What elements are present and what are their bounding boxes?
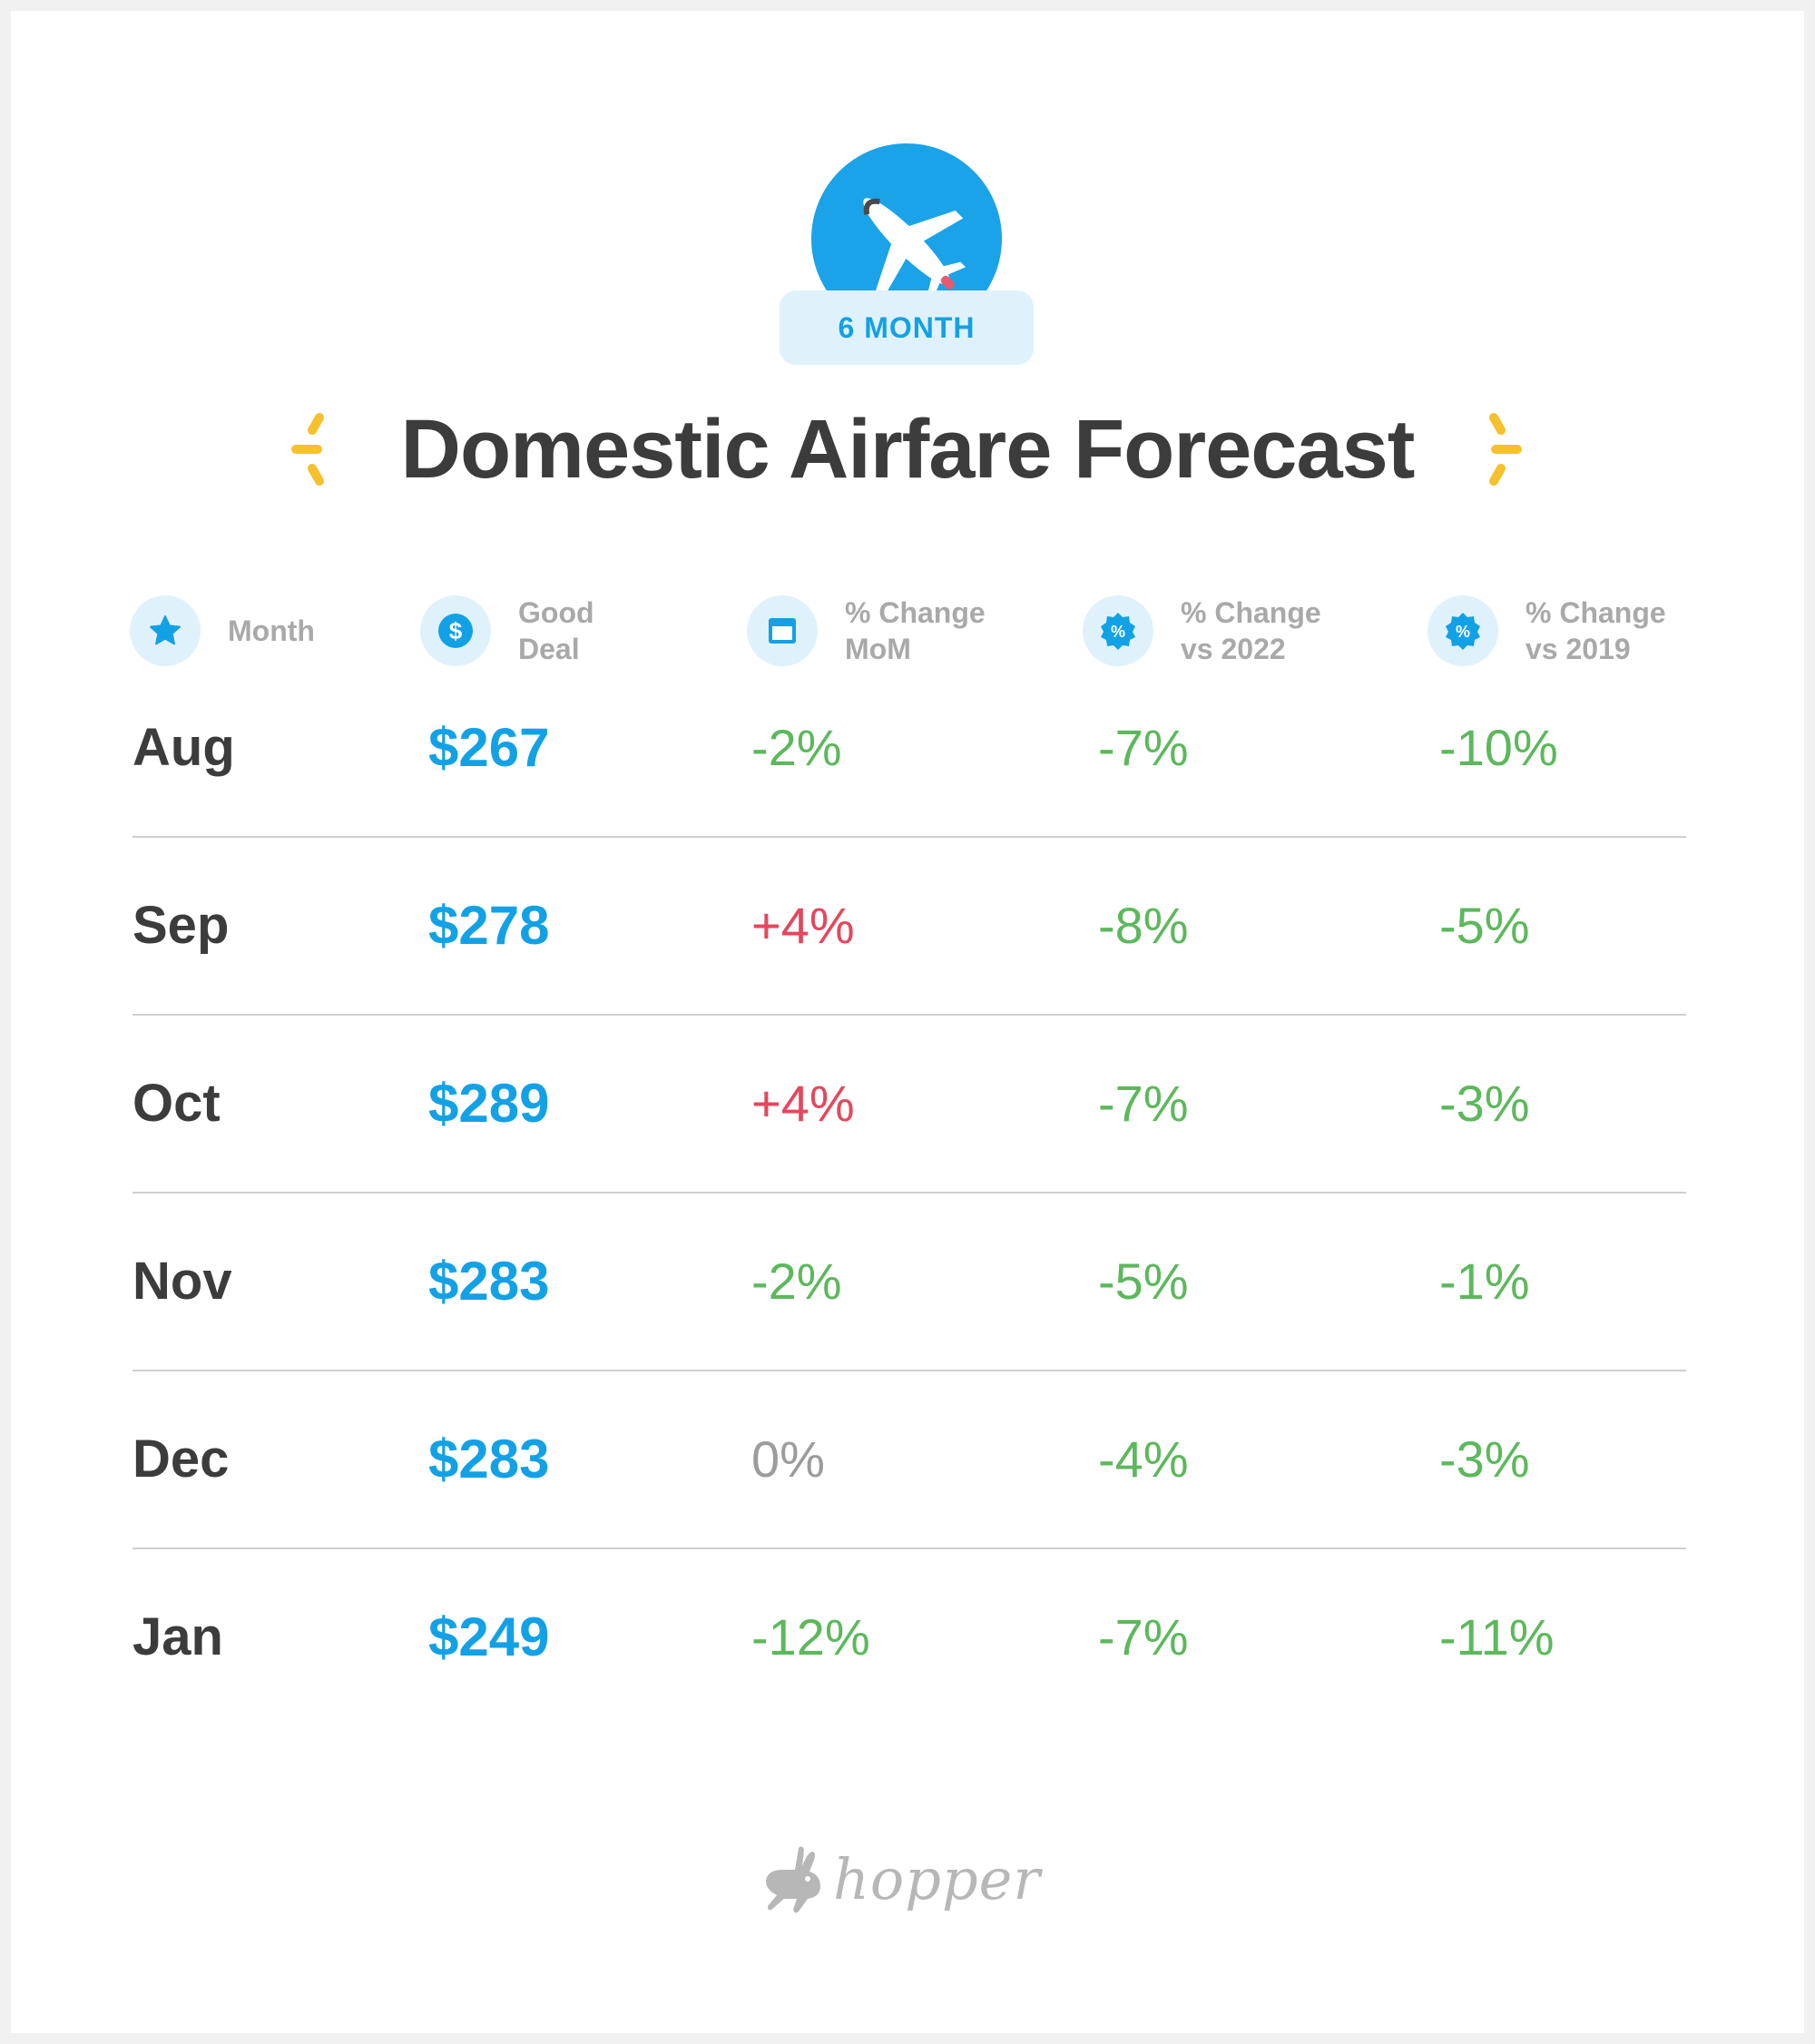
column-label: % Change vs 2019 bbox=[1526, 596, 1666, 665]
mom-cell: +4% bbox=[751, 897, 855, 954]
row-divider bbox=[132, 1370, 1686, 1371]
vs2022-cell: -8% bbox=[1098, 897, 1189, 954]
column-label: Month bbox=[228, 614, 315, 647]
table-row: Sep $278 +4% -8% -5% bbox=[0, 837, 1815, 1015]
month-cell: Sep bbox=[132, 896, 230, 955]
mom-cell: -2% bbox=[751, 1253, 842, 1310]
vs2019-cell: -1% bbox=[1439, 1253, 1530, 1310]
column-vs-2019: % % Change vs 2019 bbox=[1427, 595, 1666, 667]
percent-badge-icon: % bbox=[1427, 595, 1498, 666]
table-row: Nov $283 -2% -5% -1% bbox=[0, 1193, 1815, 1371]
airplane-icon bbox=[863, 198, 966, 301]
month-cell: Dec bbox=[132, 1430, 230, 1489]
vs2019-cell: -11% bbox=[1439, 1608, 1555, 1666]
price-cell: $283 bbox=[428, 1251, 550, 1312]
row-divider bbox=[132, 1014, 1686, 1016]
column-vs-2022: % % Change vs 2022 bbox=[1083, 595, 1321, 667]
mom-cell: -2% bbox=[751, 719, 842, 776]
mom-cell: -12% bbox=[751, 1608, 870, 1666]
month-cell: Jan bbox=[132, 1607, 223, 1666]
column-month: Month bbox=[130, 595, 315, 667]
sparkle-left-icon bbox=[291, 413, 324, 486]
price-cell: $267 bbox=[428, 717, 550, 778]
price-cell: $283 bbox=[428, 1429, 550, 1489]
row-divider bbox=[132, 1548, 1686, 1549]
row-divider bbox=[132, 1192, 1686, 1194]
table-row: Aug $267 -2% -7% -10% bbox=[0, 659, 1815, 837]
vs2022-cell: -7% bbox=[1098, 719, 1189, 776]
svg-text:%: % bbox=[1456, 623, 1470, 641]
vs2019-cell: -5% bbox=[1439, 897, 1530, 954]
column-label: % Change MoM bbox=[845, 596, 986, 665]
month-cell: Nov bbox=[132, 1252, 232, 1311]
vs2019-cell: -3% bbox=[1439, 1430, 1530, 1488]
table-header: Month $ Good Deal % Change MoM % % Chang… bbox=[0, 595, 1815, 667]
column-good-deal: $ Good Deal bbox=[420, 595, 594, 667]
dollar-icon: $ bbox=[420, 595, 491, 666]
table-row: Oct $289 +4% -7% -3% bbox=[0, 1015, 1815, 1193]
month-cell: Oct bbox=[132, 1074, 221, 1133]
hopper-logo-text: hopper bbox=[833, 1845, 1041, 1912]
mom-cell: 0% bbox=[751, 1430, 825, 1488]
svg-text:$: $ bbox=[449, 617, 463, 644]
vs2022-cell: -4% bbox=[1098, 1430, 1189, 1488]
mom-cell: +4% bbox=[751, 1075, 855, 1132]
table-row: Jan $249 -12% -7% -11% bbox=[0, 1548, 1815, 1726]
price-cell: $289 bbox=[428, 1073, 550, 1134]
table-row: Dec $283 0% -4% -3% bbox=[0, 1371, 1815, 1548]
vs2022-cell: -7% bbox=[1098, 1075, 1189, 1132]
month-cell: Aug bbox=[132, 718, 235, 777]
page-title: Domestic Airfare Forecast bbox=[400, 403, 1416, 496]
svg-text:%: % bbox=[1111, 623, 1125, 641]
rabbit-icon bbox=[766, 1846, 820, 1913]
sparkle-right-icon bbox=[1489, 413, 1522, 486]
price-cell: $278 bbox=[428, 895, 550, 956]
vs2019-cell: -10% bbox=[1439, 719, 1558, 776]
price-cell: $249 bbox=[428, 1607, 550, 1667]
column-label: % Change vs 2022 bbox=[1181, 596, 1321, 665]
percent-badge-icon: % bbox=[1083, 595, 1153, 666]
vs2022-cell: -5% bbox=[1098, 1253, 1189, 1310]
duration-badge: 6 MONTH bbox=[780, 290, 1034, 365]
hopper-logo: hopper bbox=[762, 1838, 1041, 1920]
column-mom: % Change MoM bbox=[747, 595, 986, 667]
row-divider bbox=[132, 836, 1686, 838]
star-icon bbox=[130, 595, 201, 666]
calendar-icon bbox=[747, 595, 818, 666]
vs2022-cell: -7% bbox=[1098, 1608, 1189, 1666]
vs2019-cell: -3% bbox=[1439, 1075, 1530, 1132]
column-label: Good Deal bbox=[518, 596, 594, 665]
